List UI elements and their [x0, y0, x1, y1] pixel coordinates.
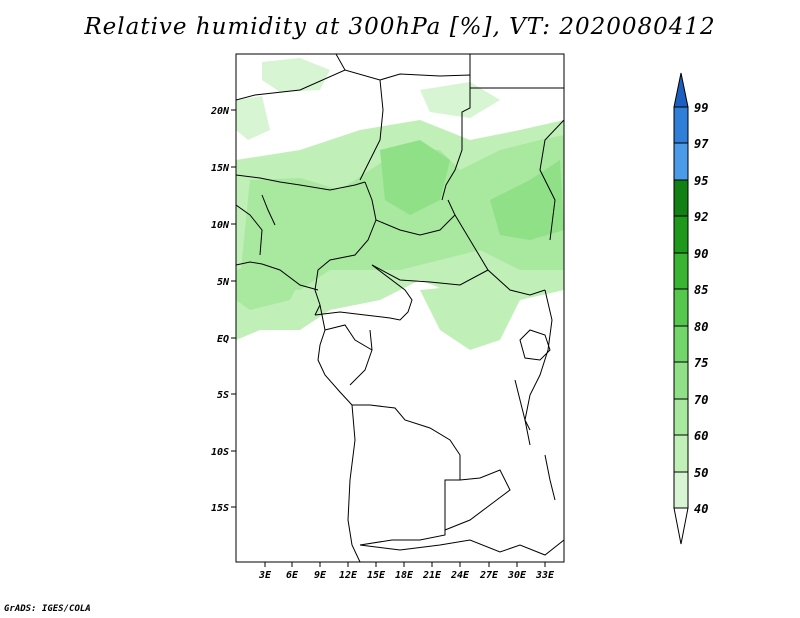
border-west-segment	[236, 204, 263, 256]
lat-label: 15N	[211, 163, 230, 174]
lon-label: 9E	[314, 570, 327, 581]
colorbar-swatch	[673, 252, 689, 290]
lon-label: 18E	[395, 570, 414, 581]
border-nigeria-cameroon	[314, 181, 377, 316]
lat-label: 10N	[211, 220, 230, 231]
colorbar-swatch	[673, 398, 689, 436]
colorbar-swatch	[673, 325, 689, 363]
border-cameroon-congo	[314, 264, 413, 321]
border-gabon	[324, 324, 373, 351]
border-libya-egypt	[469, 54, 564, 89]
colorbar-swatch	[673, 361, 689, 400]
map-frame	[235, 53, 565, 563]
colorbar-label: 80	[694, 320, 708, 334]
colorbar-swatch	[673, 142, 689, 181]
colorbar-swatch	[673, 471, 689, 509]
lat-axis: 20N 15N 10N 5N EQ 5S 10S 15S	[210, 106, 236, 514]
border-angola-zambia	[359, 455, 461, 546]
colorbar-label: 70	[694, 393, 708, 407]
colorbar-label: 60	[694, 429, 708, 443]
colorbar-label: 40	[694, 502, 708, 516]
lon-label: 15E	[367, 570, 386, 581]
lat-label: 15S	[211, 503, 229, 514]
border-lake-malawi	[544, 454, 556, 501]
colorbar-swatch	[673, 106, 689, 144]
border-niger-nigeria	[236, 174, 366, 191]
border-libya-chad	[379, 73, 471, 201]
border-lake-tanganyika	[514, 379, 531, 431]
lon-label: 24E	[450, 570, 470, 581]
lon-label: 3E	[258, 570, 272, 581]
colorbar-swatch	[673, 179, 689, 217]
colorbar-label: 99	[694, 101, 708, 115]
colorbar: 99 97 95 92 90 85 80 75 70 60 50 40	[673, 72, 709, 545]
lon-label: 33E	[535, 570, 555, 581]
colorbar-swatch	[673, 434, 689, 473]
border-zambia-east	[444, 469, 511, 531]
colorbar-label: 97	[694, 137, 709, 151]
colorbar-label: 85	[694, 283, 708, 297]
border-car-sudan	[454, 214, 546, 296]
lat-label: 5S	[217, 390, 229, 401]
border-angola-north	[352, 404, 461, 456]
humidity-field	[236, 58, 564, 350]
colorbar-cap-bottom	[673, 507, 689, 545]
lat-label: 20N	[210, 106, 230, 117]
humidity-patch-nw	[262, 58, 330, 92]
colorbar-label: 95	[694, 174, 708, 188]
border-west-coast	[236, 261, 319, 291]
lon-label: 27E	[479, 570, 499, 581]
border-drc-east	[524, 289, 553, 446]
lon-label: 6E	[286, 570, 299, 581]
border-lake-victoria	[519, 329, 551, 361]
humidity-region-core	[380, 140, 450, 215]
lon-label: 12E	[339, 570, 358, 581]
colorbar-label: 75	[694, 356, 708, 370]
lat-label: 5N	[217, 277, 230, 288]
software-credit: GrADS: IGES/COLA	[4, 604, 91, 614]
border-east-edge	[539, 119, 564, 241]
chart-title: Relative humidity at 300hPa [%], VT: 202…	[84, 14, 716, 40]
colorbar-label: 90	[694, 247, 708, 261]
border-chad-car	[375, 199, 456, 236]
border-west-coast-south	[317, 304, 361, 562]
colorbar-label: 50	[694, 466, 708, 480]
colorbar-swatch	[673, 288, 689, 327]
humidity-patch-north	[420, 82, 500, 118]
lon-label: 30E	[507, 570, 527, 581]
border-car-drc	[371, 264, 489, 286]
colorbar-label: 92	[694, 210, 708, 224]
humidity-region-sahel	[240, 135, 564, 290]
lon-label: 21E	[422, 570, 442, 581]
humidity-patch-west	[236, 96, 270, 140]
country-borders	[236, 54, 564, 562]
border-south-east	[359, 539, 564, 556]
lat-label: 10S	[211, 447, 229, 458]
border-congo-drc	[349, 329, 373, 386]
lat-label: EQ	[217, 334, 229, 345]
border-north-africa-b	[335, 54, 346, 71]
colorbar-cap-top	[673, 72, 689, 108]
lon-axis: 3E 6E 9E 12E 15E 18E 21E 24E 27E 30E 33E	[258, 562, 555, 581]
humidity-region-congo	[420, 285, 520, 350]
border-west-sub	[261, 194, 276, 226]
colorbar-swatch	[673, 215, 689, 254]
